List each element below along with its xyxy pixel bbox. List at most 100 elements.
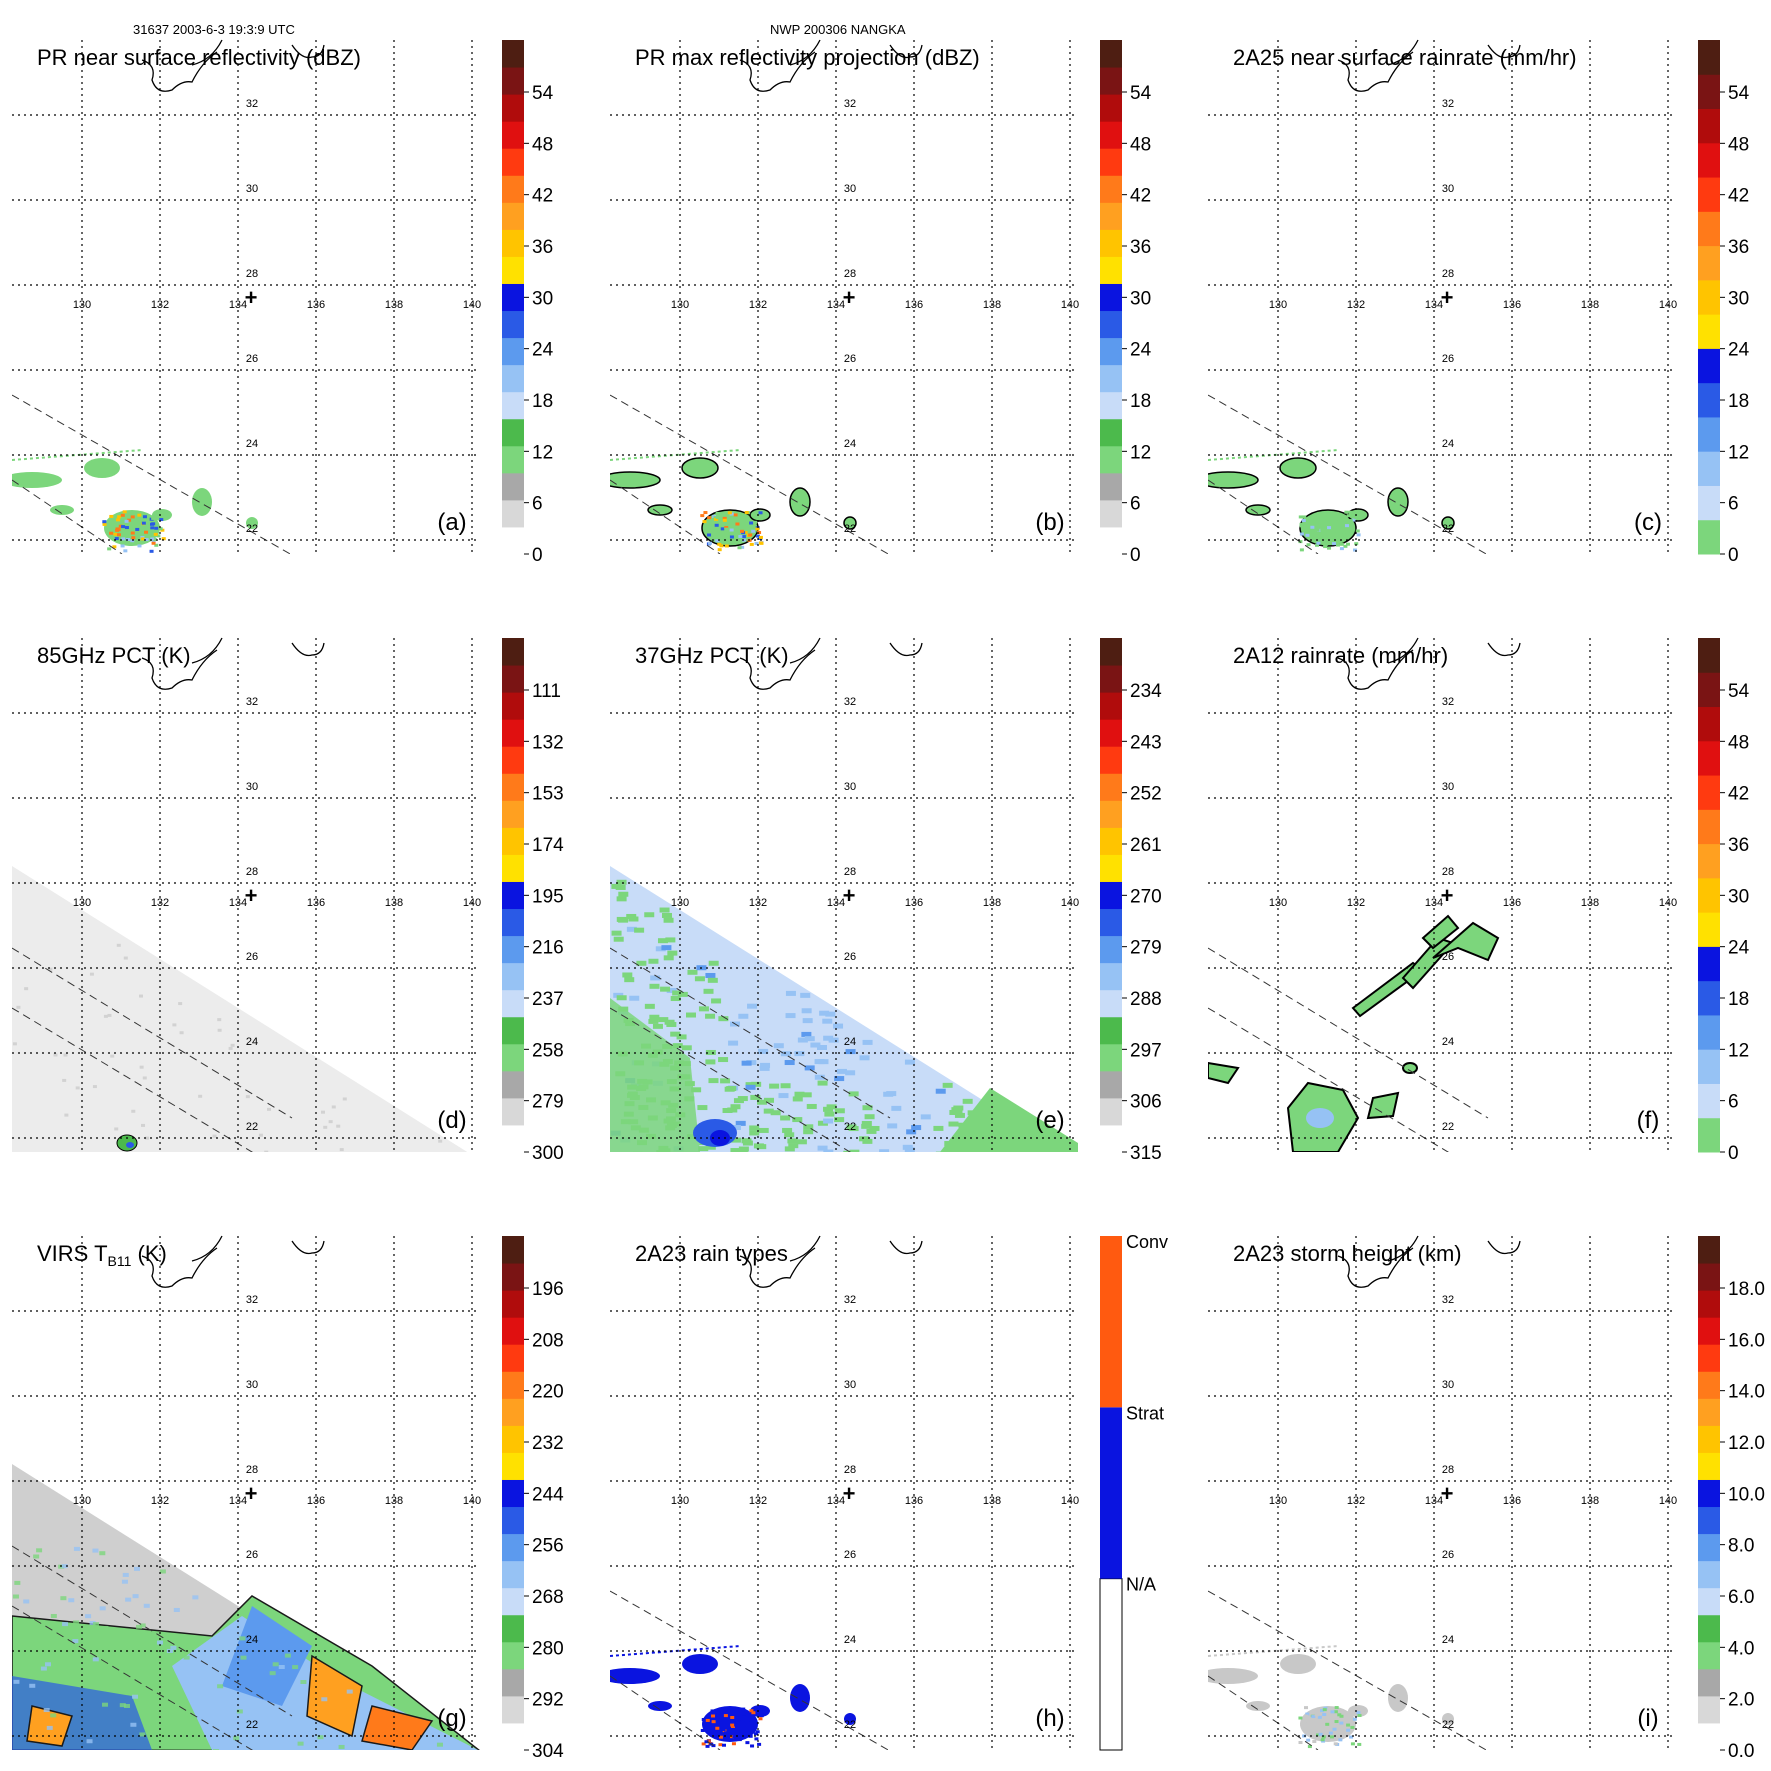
colorbar-tick: 24	[1728, 938, 1750, 959]
lat-tick-label: 32	[1442, 98, 1454, 110]
lon-tick-label: 130	[671, 299, 689, 311]
colorbar-tick: 36	[1130, 237, 1151, 258]
lat-tick-label: 32	[246, 1294, 258, 1306]
coastline-island	[1337, 51, 1414, 92]
coastline-island	[739, 51, 816, 92]
lat-tick-label: 22	[246, 1719, 258, 1731]
colorbar-tick: 0	[532, 545, 543, 566]
colorbar-tick: 12	[1728, 442, 1749, 463]
colorbar-tick: 48	[1728, 732, 1749, 753]
lon-tick-label: 136	[905, 299, 923, 311]
lat-tick-label: 22	[844, 1121, 856, 1133]
lon-tick-label: 130	[73, 1495, 91, 1507]
lon-tick-label: 130	[73, 299, 91, 311]
lon-tick-label: 136	[905, 1495, 923, 1507]
colorbar-label: Strat	[1126, 1403, 1164, 1423]
coastline-island	[1337, 649, 1414, 690]
lat-tick-label: 26	[246, 353, 258, 365]
lon-tick-label: 136	[307, 897, 325, 909]
colorbar-tick: 300	[532, 1143, 564, 1164]
colorbar: Conv Strat N/A	[1099, 1232, 1168, 1751]
lat-tick-label: 30	[246, 1379, 258, 1391]
panel-title: PR near surface reflectivity (dBZ)	[37, 45, 361, 70]
colorbar-tick: 18	[1728, 989, 1749, 1010]
lon-tick-label: 132	[1347, 897, 1365, 909]
lon-tick-label: 132	[749, 1495, 767, 1507]
colorbar-tick: 6	[1130, 494, 1141, 515]
lon-tick-label: 134	[229, 299, 247, 311]
colorbar-tick: 195	[532, 886, 564, 907]
storm-center-marker: +	[843, 1481, 856, 1506]
colorbar-tick: 54	[1130, 83, 1152, 104]
coastline-island	[141, 51, 218, 92]
panel-g: 32 30 28 26 24 22 130 132 134 136 138 140 + VIRS TB11…	[12, 1235, 564, 1762]
lon-tick-label: 134	[827, 897, 845, 909]
colorbar-tick: 261	[1130, 835, 1162, 856]
lat-tick-label: 28	[844, 1464, 856, 1476]
colorbar-tick: 315	[1130, 1143, 1162, 1164]
lat-tick-label: 32	[246, 696, 258, 708]
lat-tick-label: 28	[1442, 268, 1454, 280]
colorbar-tick: 252	[1130, 784, 1162, 805]
lon-tick-label: 130	[1269, 897, 1287, 909]
colorbar-tick: 6	[1728, 494, 1739, 515]
lat-tick-label: 26	[844, 951, 856, 963]
lat-tick-label: 32	[844, 1294, 856, 1306]
colorbar-tick: 36	[1728, 237, 1749, 258]
lon-tick-label: 130	[671, 897, 689, 909]
panel-c-field	[1208, 394, 1488, 554]
colorbar-tick: 258	[532, 1040, 564, 1061]
panel-title: 2A25 near surface rainrate (mm/hr)	[1233, 45, 1577, 70]
lat-tick-label: 26	[844, 353, 856, 365]
lon-tick-label: 132	[151, 299, 169, 311]
lon-tick-label: 136	[1503, 1495, 1521, 1507]
colorbar-tick: 16.0	[1728, 1330, 1765, 1351]
lon-tick-label: 132	[151, 1495, 169, 1507]
lat-tick-label: 30	[844, 781, 856, 793]
colorbar: 196 208 220 232 244 256 268 280 292 304	[502, 1236, 564, 1762]
lon-tick-label: 136	[905, 897, 923, 909]
lat-tick-label: 22	[246, 523, 258, 535]
lon-tick-label: 134	[1425, 299, 1443, 311]
colorbar-tick: 24	[1728, 340, 1750, 361]
lat-tick-label: 30	[844, 1379, 856, 1391]
panel-letter: (a)	[437, 509, 466, 536]
colorbar-tick: 268	[532, 1587, 564, 1608]
lon-tick-label: 138	[385, 1495, 403, 1507]
colorbar-tick: 256	[532, 1536, 564, 1557]
colorbar-tick: 4.0	[1728, 1638, 1754, 1659]
panel-title: 37GHz PCT (K)	[635, 643, 789, 668]
panel-h-field	[610, 1590, 890, 1750]
colorbar-tick: 42	[1728, 186, 1749, 207]
colorbar: 54 48 42 36 30 24 18 12 6 0	[1698, 40, 1750, 566]
lat-tick-label: 28	[246, 1464, 258, 1476]
panel-b: 32 30 28 26 24 22 130 132 134 136 138 140 + PR max re…	[610, 39, 1152, 566]
lat-tick-label: 30	[246, 183, 258, 195]
colorbar-tick: 153	[532, 784, 564, 805]
colorbar-tick: 288	[1130, 989, 1162, 1010]
panel-letter: (h)	[1035, 1705, 1064, 1732]
panel-title: 2A23 rain types	[635, 1241, 788, 1266]
lon-tick-label: 136	[307, 1495, 325, 1507]
lat-tick-label: 24	[1442, 1036, 1454, 1048]
colorbar: 54 48 42 36 30 24 18 12 6 0	[502, 40, 554, 566]
coastline-island	[141, 649, 218, 690]
colorbar-tick: 297	[1130, 1040, 1162, 1061]
lon-tick-label: 140	[463, 897, 481, 909]
lat-tick-label: 28	[844, 268, 856, 280]
colorbar-tick: 48	[1130, 134, 1151, 155]
colorbar-tick: 6	[532, 494, 543, 515]
colorbar-tick: 132	[532, 732, 564, 753]
colorbar-tick: 18.0	[1728, 1279, 1765, 1300]
lon-tick-label: 134	[229, 1495, 247, 1507]
lat-tick-label: 22	[844, 523, 856, 535]
storm-center-marker: +	[245, 285, 258, 310]
panel-title: PR max reflectivity projection (dBZ)	[635, 45, 980, 70]
lon-tick-label: 138	[1581, 1495, 1599, 1507]
lon-tick-label: 138	[385, 299, 403, 311]
colorbar-tick: 232	[532, 1433, 564, 1454]
lon-tick-label: 134	[827, 1495, 845, 1507]
panel-a: 32 30 28 26 24 22 130 132 134 136 138 140 + PR near s…	[12, 39, 554, 566]
colorbar-tick: 54	[532, 83, 554, 104]
